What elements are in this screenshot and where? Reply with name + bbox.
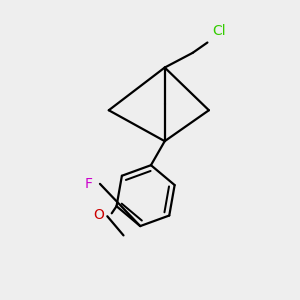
Text: Cl: Cl: [212, 24, 226, 38]
Text: O: O: [94, 208, 104, 222]
Text: F: F: [85, 177, 93, 191]
